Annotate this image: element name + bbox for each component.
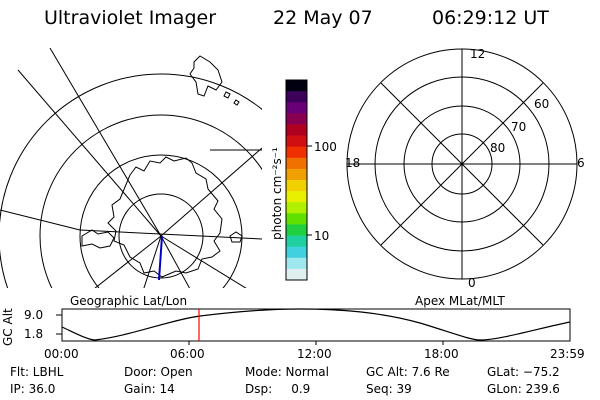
time-label: 06:29:12 UT [432, 7, 549, 29]
coastline [81, 229, 115, 249]
info-ip: IP: 36.0 [10, 382, 56, 396]
xtick-label: 06:00 [170, 347, 205, 361]
lat-circle-outer [39, 114, 262, 288]
info-glon: GLon: 239.6 [487, 382, 560, 396]
color-bar-band [286, 91, 307, 103]
color-bar-band [286, 213, 307, 225]
mlat-label-70: 70 [511, 120, 527, 134]
info-mode: Mode: Normal [245, 365, 329, 379]
color-bar-band [286, 135, 307, 148]
geographic-label: Geographic Lat/Lon [70, 294, 188, 308]
color-bar-band [286, 157, 307, 170]
ytick-label-9: 9.0 [24, 308, 44, 322]
xtick-label: 00:00 [44, 347, 79, 361]
color-bar-band [286, 224, 307, 237]
coastline [233, 99, 240, 106]
meridian-line [0, 209, 81, 231]
color-bar-band [286, 168, 307, 181]
coastline [189, 55, 223, 97]
colorbar-tick-10: 10 [314, 229, 330, 243]
altitude-plot-frame [61, 308, 571, 342]
info-gc-alt: GC Alt: 7.6 Re [366, 365, 450, 379]
coastline [107, 156, 223, 278]
meridian-line [94, 235, 162, 288]
meridian-line [143, 235, 162, 288]
coastline [223, 91, 231, 99]
mlat-label-80: 80 [490, 141, 506, 155]
color-bar-band [286, 124, 307, 137]
apex-label: Apex MLat/MLT [415, 294, 505, 308]
lat-circle-outermost [0, 73, 262, 288]
info-gain: Gain: 14 [124, 382, 175, 396]
mlt-label-6: 6 [577, 156, 585, 170]
coastline [229, 231, 243, 243]
ytick-label-1.8: 1.8 [24, 327, 44, 341]
xtick-label: 12:00 [297, 347, 332, 361]
meridian-line [17, 69, 162, 237]
altitude-ylabel: GC Alt [1, 308, 15, 346]
mlat-label-60: 60 [534, 97, 550, 111]
xtick-label: 18:00 [424, 347, 459, 361]
meridian-line [160, 235, 191, 288]
info-glat: GLat: −75.2 [487, 365, 560, 379]
color-bar-band [286, 257, 307, 270]
satellite-track [158, 235, 163, 281]
mlt-label-18: 18 [345, 156, 361, 170]
altitude-curve [61, 308, 571, 341]
mlt-label-12: 12 [470, 47, 486, 61]
apex-polar-plot [346, 48, 578, 280]
mlt-meridian [380, 82, 544, 246]
color-bar-band [286, 191, 307, 203]
color-bar-band [286, 80, 307, 92]
color-bar-band [286, 202, 307, 214]
app-title: Ultraviolet Imager [44, 7, 217, 29]
info-dsp: Dsp: 0.9 [245, 382, 311, 396]
color-bar-band [286, 180, 307, 192]
color-bar-band [286, 268, 307, 281]
info-door: Door: Open [124, 365, 193, 379]
xtick-label: 23:59 [550, 347, 585, 361]
meridian-line [49, 48, 162, 237]
color-bar-band [286, 235, 307, 248]
color-bar-band [286, 146, 307, 159]
colorbar-unit-label: photon cm⁻²s⁻¹ [270, 147, 284, 240]
info-seq: Seq: 39 [366, 382, 412, 396]
mlt-label-0: 0 [468, 276, 476, 290]
color-bar-band [286, 246, 307, 259]
color-bar-band [286, 102, 307, 114]
geographic-map [0, 48, 262, 288]
info-filter: Flt: LBHL [10, 365, 64, 379]
altitude-plot [56, 308, 571, 345]
date-label: 22 May 07 [273, 7, 373, 29]
color-bar-band [286, 113, 307, 125]
color-bar [286, 80, 307, 281]
meridian-line [160, 235, 247, 288]
meridian-line [160, 147, 262, 237]
colorbar-tick-100: 100 [314, 140, 337, 154]
meridian-line [79, 229, 262, 240]
color-bar-frame [285, 79, 308, 281]
